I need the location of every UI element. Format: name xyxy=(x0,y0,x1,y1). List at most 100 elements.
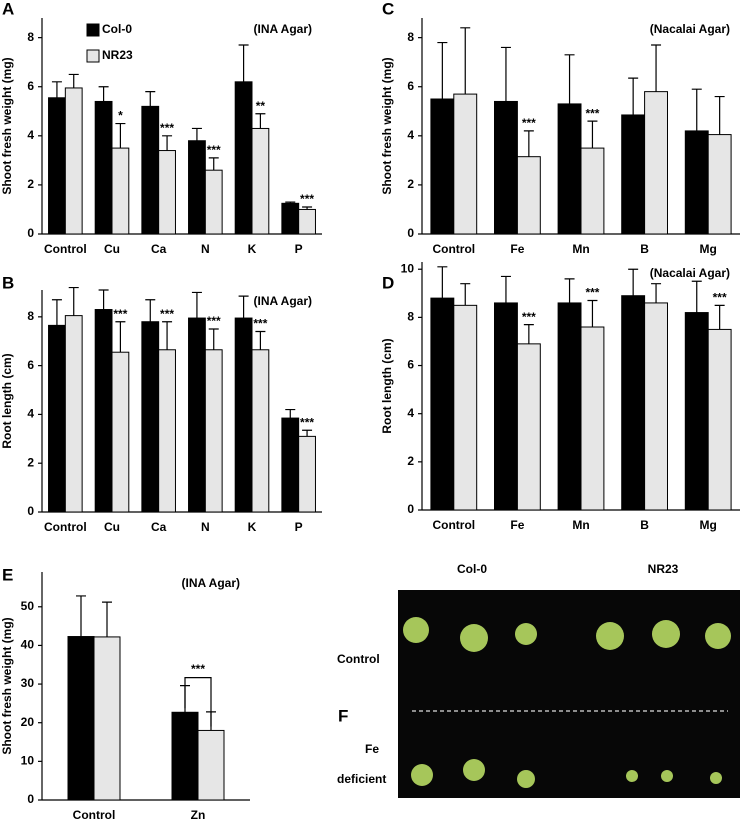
error-bar xyxy=(145,91,156,107)
bar xyxy=(453,304,478,511)
bar xyxy=(684,130,709,235)
y-axis-label: Shoot fresh weight (mg) xyxy=(0,57,14,194)
bar xyxy=(234,81,253,235)
bar xyxy=(197,729,225,801)
x-tick-label: Zn xyxy=(191,808,206,822)
bar xyxy=(188,317,206,513)
bar xyxy=(621,295,646,511)
x-tick-label: Fe xyxy=(510,242,524,256)
y-tick-label: 2 xyxy=(27,455,34,469)
x-tick-label: K xyxy=(248,242,257,256)
bar xyxy=(516,156,541,235)
y-axis-label: Root length (cm) xyxy=(380,338,394,433)
bar xyxy=(111,147,130,235)
x-tick-label: Control xyxy=(44,520,87,534)
error-bar xyxy=(255,330,266,350)
bar xyxy=(234,317,253,513)
error-bar xyxy=(500,275,511,303)
error-bar xyxy=(523,324,534,344)
y-tick-label: 10 xyxy=(401,261,415,275)
bar xyxy=(281,417,300,513)
error-bar xyxy=(691,88,702,131)
bar xyxy=(48,324,66,513)
error-bar xyxy=(51,299,62,326)
photo xyxy=(398,590,740,798)
seedlings xyxy=(403,617,731,788)
y-tick-label: 0 xyxy=(27,226,34,240)
y-axis-label: Shoot fresh weight (mg) xyxy=(0,617,14,754)
y-tick-label: 20 xyxy=(21,715,35,729)
error-bar xyxy=(255,113,266,129)
significance-label: * xyxy=(118,109,123,123)
error-bar xyxy=(523,130,534,157)
error-bar xyxy=(238,44,249,82)
bar xyxy=(580,147,605,235)
bar xyxy=(557,302,582,511)
error-bar xyxy=(587,299,598,328)
bar xyxy=(251,349,270,513)
bar xyxy=(171,711,199,801)
error-bar xyxy=(651,44,662,92)
error-bar xyxy=(651,283,662,303)
bar xyxy=(621,114,646,235)
error-bar xyxy=(628,268,639,296)
x-tick-label: Ca xyxy=(151,520,167,534)
bar xyxy=(516,343,541,511)
significance-label: *** xyxy=(160,307,174,321)
bar xyxy=(430,297,455,511)
x-tick-label: Control xyxy=(73,808,116,822)
error-bar xyxy=(191,127,202,141)
x-tick-label: Mn xyxy=(572,518,589,532)
y-tick-label: 30 xyxy=(21,676,35,690)
error-bar xyxy=(302,429,313,437)
bar xyxy=(48,97,66,235)
x-tick-label: Control xyxy=(44,242,87,256)
bar xyxy=(141,321,160,513)
error-bar xyxy=(714,95,725,135)
significance-label: *** xyxy=(585,106,599,120)
significance-label: *** xyxy=(522,310,536,324)
bar-chart: E (INA Agar) Shoot fresh weight (mg) 0 10 20 3… xyxy=(0,565,250,822)
panel-note: (Nacalai Agar) xyxy=(650,22,730,36)
x-tick-label: N xyxy=(201,520,210,534)
bar xyxy=(298,208,316,235)
row-label: deficient xyxy=(337,772,386,786)
error-bar xyxy=(564,54,575,104)
bar xyxy=(111,351,130,513)
bar xyxy=(158,150,176,235)
y-tick-label: 8 xyxy=(27,309,34,323)
x-tick-label: Control xyxy=(432,518,475,532)
error-bar xyxy=(51,81,62,98)
error-bar xyxy=(115,321,126,353)
x-tick-label: Cu xyxy=(104,242,120,256)
legend-swatch xyxy=(86,49,100,63)
significance-label: *** xyxy=(113,307,127,321)
error-bar xyxy=(460,283,471,306)
bar xyxy=(141,105,160,235)
panel-note: (INA Agar) xyxy=(182,576,240,590)
error-bar xyxy=(162,135,173,151)
x-tick-label: Cu xyxy=(104,520,120,534)
y-tick-label: 2 xyxy=(407,454,414,468)
legend-label: Col-0 xyxy=(102,22,132,36)
panel-letter: F xyxy=(338,706,348,725)
photo-panel: F Col-0 NR23 Control Fe deficient xyxy=(337,562,740,798)
y-tick-label: 8 xyxy=(407,310,414,324)
y-tick-label: 8 xyxy=(407,30,414,44)
error-bar xyxy=(68,73,79,88)
bar-chart: C (Nacalai Agar) Shoot fresh weight (mg) 0 2… xyxy=(380,0,740,256)
significance-label: *** xyxy=(585,286,599,300)
y-tick-label: 4 xyxy=(407,128,414,142)
x-tick-label: Mg xyxy=(700,518,717,532)
bar xyxy=(644,91,668,235)
bar xyxy=(94,309,113,513)
x-tick-label: Control xyxy=(432,242,475,256)
x-tick-label: Fe xyxy=(510,518,524,532)
bar xyxy=(204,349,223,513)
bar xyxy=(707,328,732,511)
panel-note: (INA Agar) xyxy=(254,294,312,308)
significance-label: *** xyxy=(207,314,221,328)
error-bar xyxy=(76,595,86,637)
bar xyxy=(281,202,300,235)
